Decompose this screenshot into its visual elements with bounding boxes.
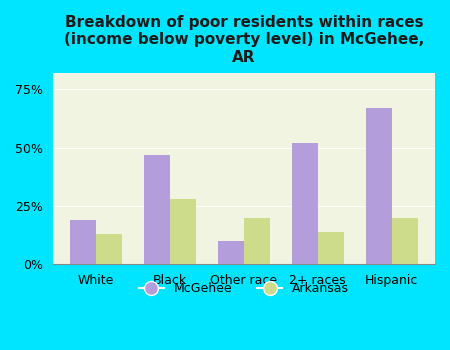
Legend: McGehee, Arkansas: McGehee, Arkansas — [134, 277, 354, 300]
Bar — [366, 108, 392, 265]
Bar — [292, 143, 318, 265]
Bar — [318, 232, 344, 265]
Bar — [144, 155, 170, 265]
Bar — [392, 218, 418, 265]
Bar — [70, 220, 96, 265]
Title: Breakdown of poor residents within races
(income below poverty level) in McGehee: Breakdown of poor residents within races… — [64, 15, 424, 65]
Bar — [96, 234, 122, 265]
Bar — [170, 199, 196, 265]
Bar — [244, 218, 270, 265]
Bar — [218, 241, 244, 265]
